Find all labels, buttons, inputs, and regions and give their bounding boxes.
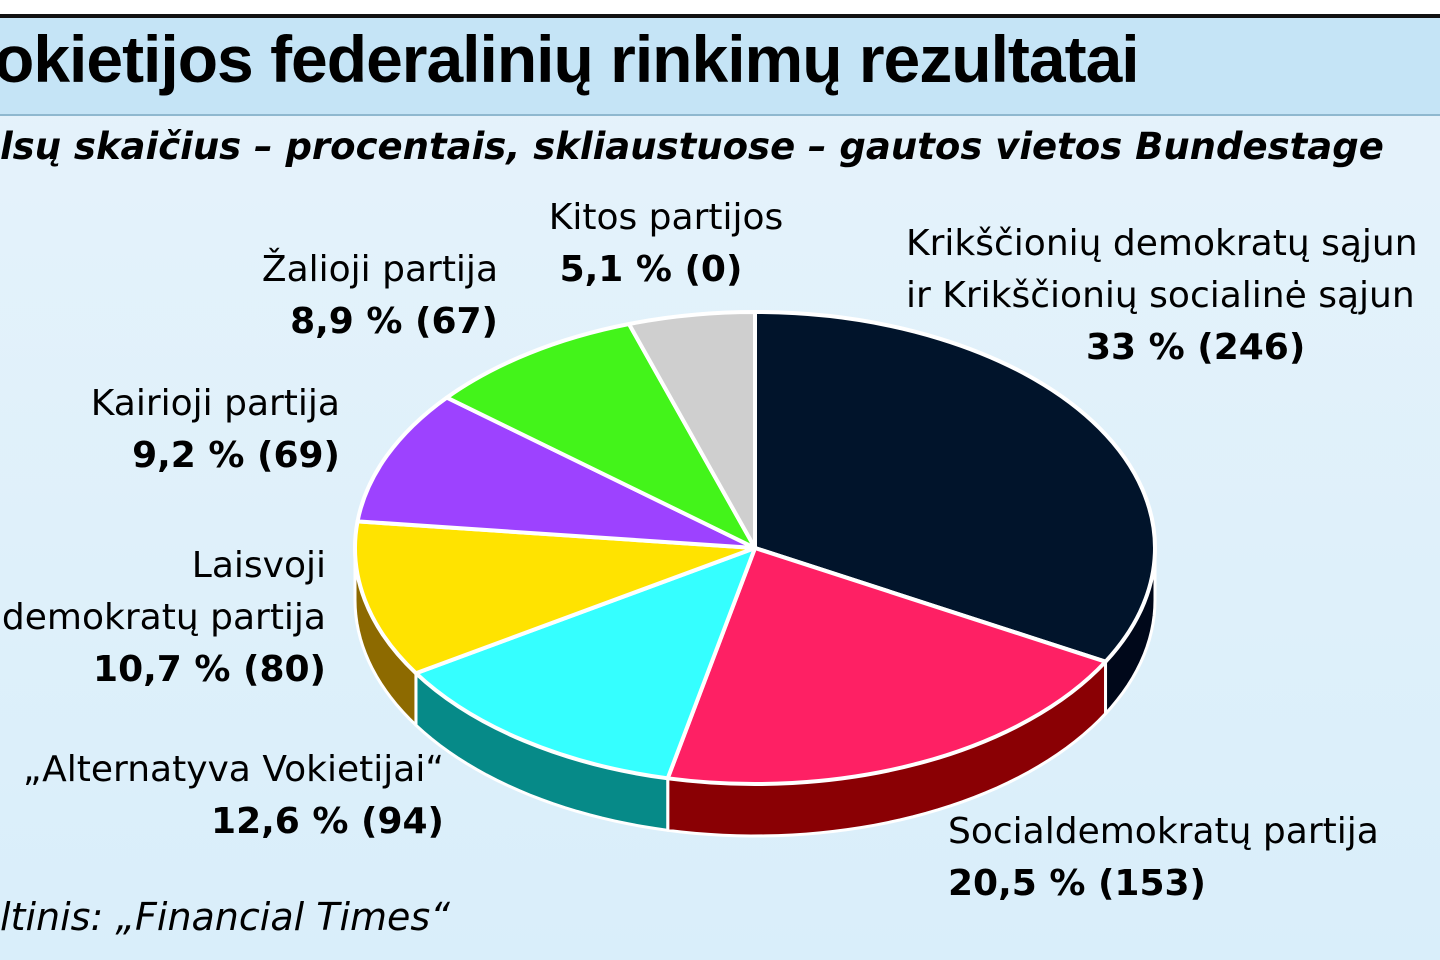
slice-name-line: Socialdemokratų partija <box>948 811 1379 852</box>
pie-top <box>353 310 1157 786</box>
slice-label-afd: „Alternatyva Vokietijai“ 12,6 % (94) <box>23 744 444 848</box>
slice-value: 20,5 % (153) <box>948 863 1207 904</box>
slice-label-cdu-csu: Krikščionių demokratų sąjun ir Krikščion… <box>906 218 1418 374</box>
slice-label-spd: Socialdemokratų partija 20,5 % (153) <box>948 806 1379 910</box>
slice-value: 8,9 % (67) <box>290 301 498 342</box>
slice-name-line: Krikščionių demokratų sąjun <box>906 223 1418 264</box>
top-rule <box>0 0 1440 18</box>
chart-subtitle: lsų skaičius – procentais, skliaustuose … <box>0 125 1384 168</box>
pie-rim <box>353 310 1157 786</box>
chart-title: okietijos federalinių rinkimų rezultatai <box>0 22 1140 96</box>
slice-value: 9,2 % (69) <box>132 435 340 476</box>
slice-name-line: Kitos partijos <box>548 197 784 238</box>
slice-name-line: Kairioji partija <box>90 383 340 424</box>
slice-label-fdp: Laisvoji demokratų partija 10,7 % (80) <box>2 540 326 696</box>
slice-label-gruene: Žalioji partija 8,9 % (67) <box>262 244 498 348</box>
slice-value: 12,6 % (94) <box>211 801 444 842</box>
slice-name-line: Žalioji partija <box>261 249 498 290</box>
slice-name-line: demokratų partija <box>1 597 326 638</box>
slice-name-line: „Alternatyva Vokietijai“ <box>22 749 444 790</box>
slice-value: 5,1 % (0) <box>559 249 743 290</box>
slice-name-line: ir Krikščionių socialinė sąjun <box>906 275 1415 316</box>
slice-value: 10,7 % (80) <box>93 649 326 690</box>
source-note: ltinis: „Financial Times“ <box>0 895 450 939</box>
title-band <box>0 18 1440 116</box>
slice-value: 33 % (246) <box>1086 327 1306 368</box>
slice-name-line: Laisvoji <box>191 545 326 586</box>
slice-label-others: Kitos partijos 5,1 % (0) <box>540 192 792 296</box>
slice-label-linke: Kairioji partija 9,2 % (69) <box>91 378 340 482</box>
